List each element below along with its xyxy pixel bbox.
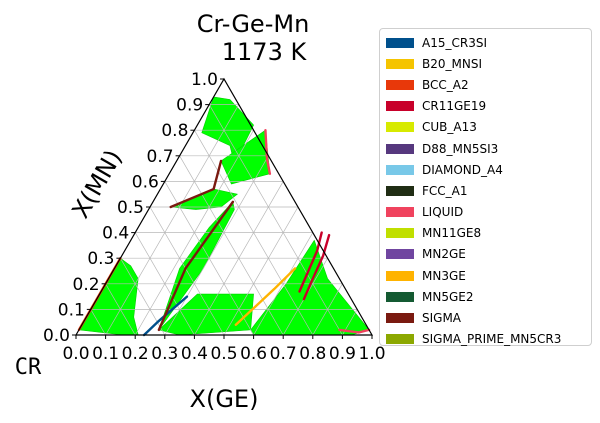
legend-swatch	[386, 143, 414, 154]
x-tick-label: 0.2	[122, 344, 149, 364]
legend-swatch	[386, 334, 414, 345]
phase-line-sigma	[157, 200, 235, 332]
y-tick-label: 0.0	[43, 326, 70, 346]
legend-item: SIGMA_PRIME_MN5CR3	[386, 329, 591, 350]
x-tick-label: 0.9	[329, 344, 356, 364]
grid-line	[164, 181, 254, 336]
grid-line	[149, 206, 225, 336]
x-tick-label: 0.7	[270, 344, 297, 364]
grid-line	[194, 130, 314, 336]
legend-label: A15_CR3SI	[422, 35, 487, 50]
legend-swatch	[386, 313, 414, 324]
legend-item: CUB_A13	[386, 117, 591, 138]
chart-subtitle: 1173 K	[222, 38, 308, 66]
legend-swatch	[386, 228, 414, 239]
legend-label: SIGMA	[422, 311, 462, 326]
y-tick-label: 0.1	[58, 300, 85, 320]
x-tick-labels: 0.0 0.1 0.2 0.3 0.4 0.5 0.6 0.7 0.8 0.9 1.0	[62, 335, 386, 364]
legend-label: BCC_A2	[422, 77, 469, 92]
legend-label: MN2GE	[422, 247, 466, 262]
phase-line-mn3ge	[234, 267, 297, 326]
legend-item: DIAMOND_A4	[386, 159, 591, 180]
legend: A15_CR3SI B20_MNSI BCC_A2 CR11GE19 CUB_A13 D8…	[379, 28, 592, 346]
legend-label: B20_MNSI	[422, 56, 482, 71]
legend-item: LIQUID	[386, 202, 591, 223]
legend-swatch	[386, 291, 414, 302]
legend-swatch	[386, 270, 414, 281]
phase-line-cr11ge19	[298, 231, 323, 293]
legend-item: D88_MN5SI3	[386, 138, 591, 159]
legend-swatch	[386, 79, 414, 90]
legend-item: CR11GE19	[386, 96, 591, 117]
legend-label: D88_MN5SI3	[422, 141, 499, 156]
y-tick-label: 0.7	[147, 147, 174, 167]
phase-line-sigma	[169, 159, 223, 209]
legend-item: MN11GE8	[386, 223, 591, 244]
y-tick-labels: 0.0 0.1 0.2 0.3 0.4 0.5 0.6 0.7 0.8 0.9 1.0	[43, 70, 224, 346]
grid-line	[164, 155, 269, 336]
legend-label: MN5GE2	[422, 289, 474, 304]
legend-swatch	[386, 164, 414, 175]
phase-line-cr11ge19	[302, 233, 331, 301]
legend-label: FCC_A1	[422, 183, 468, 198]
legend-label: DIAMOND_A4	[422, 162, 503, 177]
legend-swatch	[386, 185, 414, 196]
y-tick-label: 0.5	[117, 198, 144, 218]
corner-label-cr: CR	[15, 355, 42, 380]
y-tick-label: 1.0	[191, 70, 218, 90]
legend-label: LIQUID	[422, 205, 464, 220]
legend-swatch	[386, 101, 414, 112]
legend-item: A15_CR3SI	[386, 32, 591, 53]
y-tick-label: 0.8	[161, 121, 188, 141]
legend-swatch	[386, 58, 414, 69]
legend-swatch	[386, 249, 414, 260]
legend-swatch	[386, 207, 414, 218]
grid-line	[179, 155, 284, 336]
legend-label: SIGMA_PRIME_MN5CR3	[422, 332, 562, 347]
legend-item: FCC_A1	[386, 180, 591, 201]
y-tick-label: 0.3	[87, 249, 114, 269]
chart-title: Cr-Ge-Mn	[197, 10, 310, 38]
grid-line	[105, 104, 240, 336]
phase-line-liquid	[264, 128, 272, 175]
x-tick-label: 0.0	[62, 344, 89, 364]
x-tick-label: 0.6	[240, 344, 267, 364]
x-tick-label: 0.8	[299, 344, 326, 364]
grid-line	[134, 232, 195, 336]
phase-region-0	[78, 257, 139, 336]
y-tick-label: 0.2	[73, 275, 100, 295]
legend-item: SIGMA	[386, 307, 591, 328]
y-tick-label: 0.6	[132, 172, 159, 192]
phase-line-liquid	[338, 328, 371, 334]
x-tick-label: 0.5	[210, 344, 237, 364]
x-axis-label: X(GE)	[190, 385, 259, 413]
legend-item: MN3GE	[386, 265, 591, 286]
legend-label: CR11GE19	[422, 99, 487, 114]
legend-item: MN2GE	[386, 244, 591, 265]
legend-swatch	[386, 122, 414, 133]
legend-label: MN11GE8	[422, 226, 482, 241]
grid-line	[223, 206, 299, 336]
x-tick-label: 0.3	[151, 344, 178, 364]
y-tick-label: 0.4	[102, 224, 129, 244]
legend-label: CUB_A13	[422, 120, 477, 135]
grid-line	[90, 309, 106, 336]
legend-label: MN3GE	[422, 268, 466, 283]
y-tick-label: 0.9	[176, 96, 203, 116]
x-tick-label: 1.0	[358, 344, 385, 364]
x-tick-label: 0.4	[181, 344, 208, 364]
legend-item: BCC_A2	[386, 74, 591, 95]
legend-item: B20_MNSI	[386, 53, 591, 74]
legend-item: MN5GE2	[386, 286, 591, 307]
legend-swatch	[386, 37, 414, 48]
grid-line	[208, 104, 343, 336]
x-tick-label: 0.1	[92, 344, 119, 364]
grid-line	[105, 283, 136, 336]
